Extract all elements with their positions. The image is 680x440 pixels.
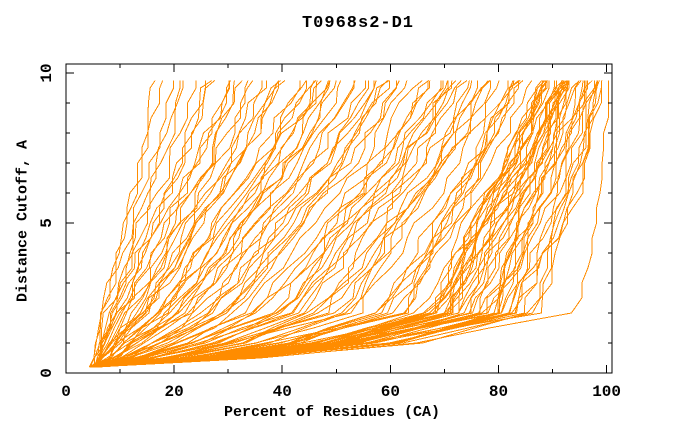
model-curve: [91, 80, 489, 368]
model-curve: [95, 80, 568, 368]
model-curve: [97, 80, 301, 368]
model-curve: [96, 80, 286, 368]
model-curve: [93, 80, 570, 368]
model-curve: [92, 80, 342, 368]
model-curve: [95, 80, 254, 368]
model-curve: [94, 80, 570, 368]
model-curve: [93, 80, 267, 368]
y-axis-label: Distance Cutoff, A: [14, 139, 32, 303]
model-curve: [97, 80, 491, 368]
x-tick-label-20: 20: [164, 383, 184, 401]
model-curve: [92, 80, 556, 368]
model-curve: [94, 80, 232, 368]
model-curve: [98, 80, 377, 368]
model-curve: [89, 80, 231, 368]
model-curve: [94, 80, 337, 368]
model-curve: [92, 80, 520, 368]
model-curve: [94, 80, 449, 368]
model-curve: [89, 80, 230, 368]
model-curve: [93, 80, 457, 368]
model-curve: [94, 80, 164, 367]
model-curve: [94, 80, 388, 368]
model-curve: [91, 80, 315, 368]
model-curve: [94, 80, 367, 368]
model-curve: [90, 80, 449, 368]
model-curve: [89, 80, 544, 368]
x-tick-label-60: 60: [380, 383, 400, 401]
model-curve: [91, 80, 442, 368]
model-curve: [92, 80, 545, 368]
model-curve: [96, 80, 331, 368]
model-curve: [91, 80, 548, 368]
model-curve: [94, 80, 567, 368]
y-tick-label-0: 0: [38, 368, 56, 378]
model-curve: [93, 80, 595, 368]
model-curve: [90, 80, 546, 368]
model-curve: [96, 80, 243, 368]
model-curve: [94, 80, 213, 368]
model-curve: [89, 80, 603, 368]
y-tick-label-10: 10: [38, 63, 56, 83]
model-curve: [91, 80, 400, 368]
model-curve: [90, 80, 444, 368]
model-curve: [90, 80, 307, 368]
model-curve: [96, 80, 478, 368]
model-curve: [93, 80, 582, 368]
model-curve: [92, 80, 546, 368]
model-curve: [90, 80, 491, 368]
x-tick-label-100: 100: [592, 383, 621, 401]
model-curve: [89, 80, 524, 368]
model-curve: [92, 80, 279, 368]
model-curve: [98, 80, 598, 368]
x-tick-label-80: 80: [488, 383, 509, 401]
model-curve: [96, 80, 453, 368]
model-curve: [93, 80, 533, 368]
model-curve: [93, 80, 279, 368]
model-curve: [97, 80, 500, 368]
model-curve: [94, 80, 563, 368]
model-curve: [95, 80, 249, 368]
model-curve: [95, 80, 567, 368]
plot-frame: [65, 63, 613, 374]
chart-title: T0968s2-D1: [301, 14, 415, 33]
model-curve: [96, 80, 565, 368]
model-curve: [94, 80, 375, 368]
y-tick-label-5: 5: [38, 218, 56, 228]
model-curve: [94, 80, 281, 368]
model-curve: [93, 80, 599, 368]
model-curve: [94, 80, 184, 368]
model-curve: [93, 80, 462, 368]
model-curve: [89, 80, 521, 368]
model-curve: [94, 80, 423, 368]
model-curve: [95, 80, 609, 368]
model-curve: [90, 80, 468, 368]
model-curve: [94, 80, 206, 368]
x-axis-label: Percent of Residues (CA): [223, 404, 441, 421]
model-curve: [91, 80, 391, 368]
model-curve: [92, 80, 593, 368]
model-curve: [90, 80, 587, 368]
x-tick-label-0: 0: [61, 383, 71, 401]
model-curve: [95, 80, 600, 368]
model-curve: [90, 80, 429, 368]
x-tick-label-40: 40: [272, 383, 292, 401]
model-curve: [95, 80, 235, 368]
model-curve: [94, 80, 318, 368]
model-curve: [94, 80, 515, 368]
